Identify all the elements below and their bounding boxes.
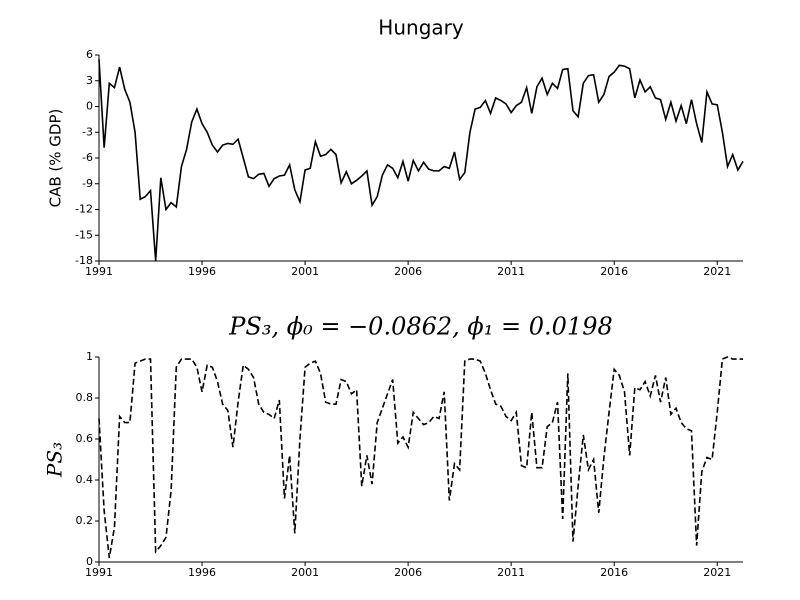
y-axis-label: PS₃: [43, 442, 67, 478]
x-tick-label: 2006: [394, 265, 422, 278]
y-tick-label: 0.6: [76, 432, 94, 445]
y-tick-label: 3: [86, 74, 93, 87]
line-series: [98, 356, 743, 559]
y-tick-label: -12: [75, 203, 93, 216]
chart-title: Hungary: [378, 16, 464, 40]
x-tick-label: 1991: [85, 566, 113, 579]
y-tick-label: 6: [86, 48, 93, 61]
y-tick-label: 0.4: [76, 473, 94, 486]
chart-title: PS₃, ϕ₀ = −0.0862, ϕ₁ = 0.0198: [228, 313, 612, 341]
x-tick-label: 2016: [600, 566, 628, 579]
x-tick-label: 2006: [394, 566, 422, 579]
y-tick-label: -6: [82, 151, 93, 164]
x-tick-label: 2011: [497, 566, 525, 579]
y-tick-label: -15: [75, 228, 93, 241]
x-tick-label: 2016: [600, 265, 628, 278]
x-tick-label: 1996: [188, 566, 216, 579]
x-tick-label: 2021: [703, 265, 731, 278]
y-tick-label: 0.2: [76, 514, 94, 527]
x-tick-label: 1996: [188, 265, 216, 278]
y-tick-label: -3: [82, 125, 93, 138]
y-axis-label: CAB (% GDP): [47, 109, 65, 208]
y-tick-label: 1: [86, 350, 93, 363]
y-tick-label: -9: [82, 177, 93, 190]
y-tick-label: 0: [86, 100, 93, 113]
x-tick-label: 2001: [291, 566, 319, 579]
x-tick-label: 2001: [291, 265, 319, 278]
y-tick-label: 0: [86, 555, 93, 568]
line-series: [98, 59, 744, 262]
x-tick-label: 2021: [703, 566, 731, 579]
y-tick-label: -18: [75, 254, 93, 267]
x-tick-label: 2011: [497, 265, 525, 278]
y-tick-label: 0.8: [76, 391, 94, 404]
x-tick-label: 1991: [85, 265, 113, 278]
